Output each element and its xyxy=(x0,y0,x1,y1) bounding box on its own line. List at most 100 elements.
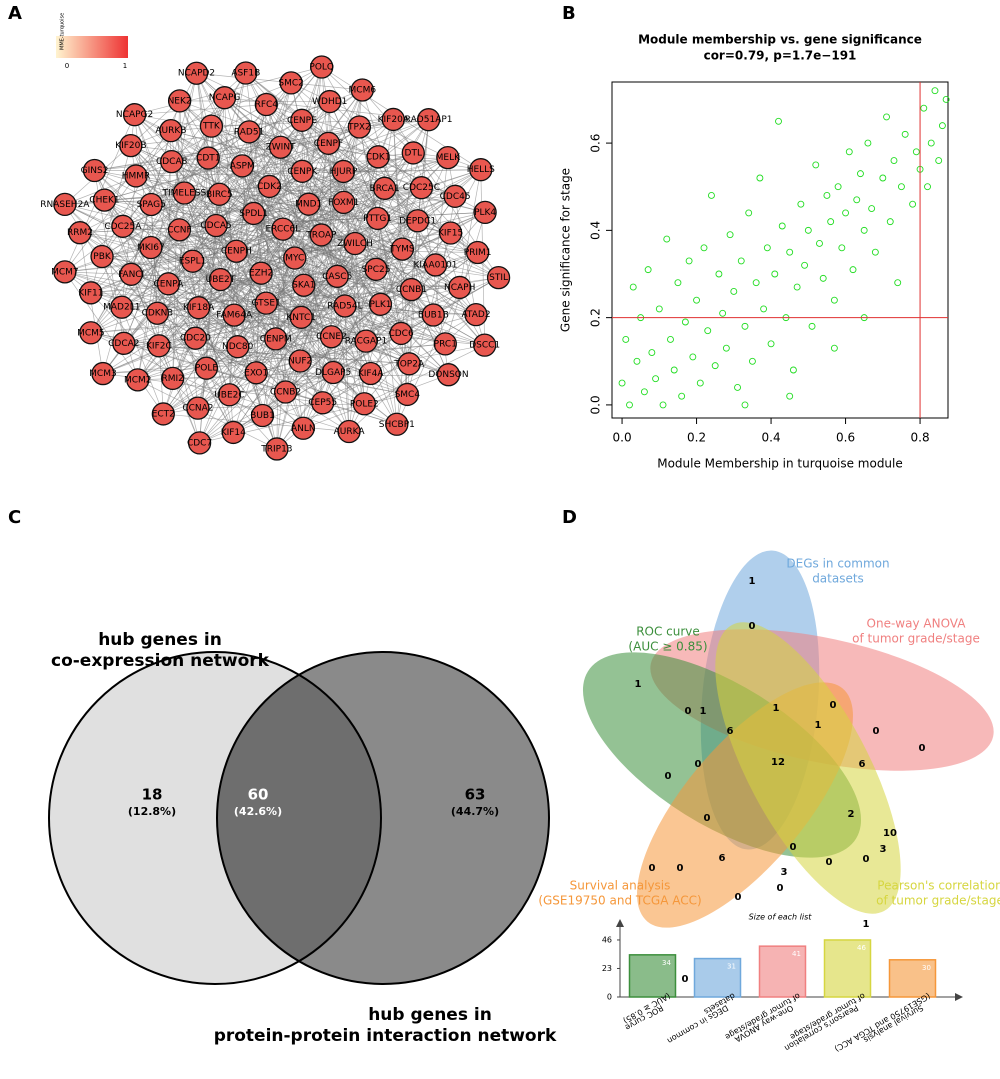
node-label: HJURP xyxy=(330,167,358,177)
point xyxy=(860,226,868,234)
point xyxy=(711,362,719,370)
node xyxy=(161,366,185,391)
node-label: DLGAP5 xyxy=(315,368,351,378)
region-count: 0 xyxy=(873,726,880,737)
point xyxy=(659,401,667,409)
node xyxy=(389,321,413,346)
edge xyxy=(377,156,436,266)
node xyxy=(122,103,147,127)
point xyxy=(789,366,797,374)
point xyxy=(618,379,626,387)
point xyxy=(830,344,838,352)
edge xyxy=(321,66,414,154)
edge xyxy=(64,204,132,275)
node-label: PRIM1 xyxy=(464,248,492,258)
edge xyxy=(344,264,436,307)
edge xyxy=(150,247,478,253)
node xyxy=(421,303,445,327)
point xyxy=(816,240,823,247)
point xyxy=(845,148,853,156)
node xyxy=(254,291,278,315)
node-label: NCAPG xyxy=(209,93,241,103)
node-label: MAD2L1 xyxy=(103,303,140,313)
region-count: 1 xyxy=(863,919,870,930)
node xyxy=(249,261,273,285)
node xyxy=(448,275,472,300)
region-count: 18 xyxy=(142,786,163,804)
bar xyxy=(823,939,872,998)
point xyxy=(763,244,771,252)
edge xyxy=(130,145,460,288)
region-count: 3 xyxy=(880,844,887,855)
node-label: NCAPD2 xyxy=(178,69,215,79)
node-label: CEP55 xyxy=(308,398,337,408)
edge xyxy=(199,277,499,444)
node-label: RMI2 xyxy=(161,374,183,384)
edge xyxy=(134,114,180,230)
node-label: CDC7 xyxy=(187,438,212,448)
node-label: WDHD1 xyxy=(312,97,347,107)
edge xyxy=(158,345,200,444)
y-axis-label: Gene significance for stage xyxy=(559,168,573,332)
edge xyxy=(102,367,207,374)
y-tick-label: 0.6 xyxy=(589,134,603,153)
node xyxy=(436,145,460,170)
region-count: 0 xyxy=(649,863,656,874)
point xyxy=(685,257,693,265)
edge xyxy=(131,273,412,290)
y-tick-label: 0.2 xyxy=(589,308,603,327)
node xyxy=(167,218,192,242)
region-percent: (12.8%) xyxy=(128,805,176,818)
edge xyxy=(102,343,446,374)
node-label: FANCI xyxy=(118,270,144,280)
node xyxy=(337,419,361,444)
node xyxy=(68,221,92,245)
point xyxy=(704,327,712,335)
node-label: CDCA8 xyxy=(156,157,188,167)
region-count: 0 xyxy=(826,857,833,868)
point xyxy=(708,192,715,199)
node xyxy=(283,246,307,270)
node xyxy=(147,334,171,358)
y-tick-label: 0.0 xyxy=(589,395,603,414)
panel-label: B xyxy=(562,3,576,24)
region-count: 63 xyxy=(465,786,486,804)
edge xyxy=(170,130,486,213)
node xyxy=(257,174,282,199)
edge xyxy=(197,403,365,409)
node xyxy=(433,332,457,356)
point xyxy=(622,336,630,343)
region-count: 6 xyxy=(727,726,734,737)
y-tick-label: 0 xyxy=(607,993,612,1002)
node-label: NEK2 xyxy=(168,96,192,106)
node xyxy=(119,133,143,158)
point xyxy=(804,226,812,234)
node xyxy=(53,192,77,217)
node xyxy=(438,221,463,245)
set-label: One-way ANOVA xyxy=(867,617,967,631)
node xyxy=(397,352,421,376)
point xyxy=(700,244,708,252)
edge xyxy=(229,373,371,396)
point xyxy=(834,183,842,191)
point xyxy=(901,130,909,138)
point xyxy=(812,161,820,169)
edge xyxy=(134,114,230,395)
region-count: 0 xyxy=(830,700,837,711)
node-label: ECT2 xyxy=(152,409,175,419)
region-count: 0 xyxy=(863,854,870,865)
x-tick-label: 0.6 xyxy=(836,431,855,445)
node xyxy=(372,176,397,200)
point xyxy=(890,157,898,164)
node xyxy=(333,294,357,318)
node xyxy=(237,120,261,144)
node xyxy=(273,380,298,404)
bar xyxy=(693,957,742,998)
point xyxy=(652,375,660,383)
node xyxy=(79,321,103,345)
node-label: TRIP13 xyxy=(260,444,292,454)
point xyxy=(633,357,641,365)
edge xyxy=(104,199,234,433)
node-label: FAM64A xyxy=(216,311,253,321)
point xyxy=(883,113,890,121)
